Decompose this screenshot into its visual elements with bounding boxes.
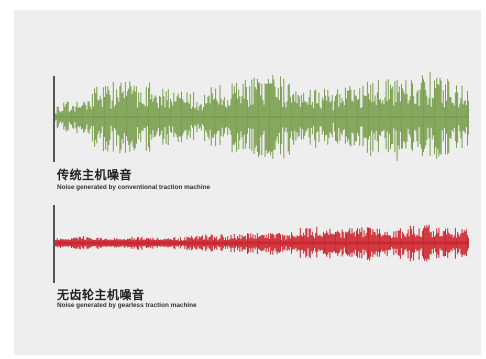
- title-cn-conventional: 传统主机噪音: [57, 168, 133, 182]
- title-en-conventional: Noise generated by conventional traction…: [57, 184, 211, 191]
- title-cn-gearless: 无齿轮主机噪音: [57, 288, 145, 302]
- waveform-conventional: [55, 72, 469, 161]
- axis-line-conventional: [53, 76, 55, 162]
- waveform-gearless: [55, 224, 469, 262]
- title-en-gearless: Noise generated by gearless traction mac…: [57, 302, 197, 309]
- background-panel: [14, 10, 481, 355]
- axis-line-gearless: [53, 205, 55, 283]
